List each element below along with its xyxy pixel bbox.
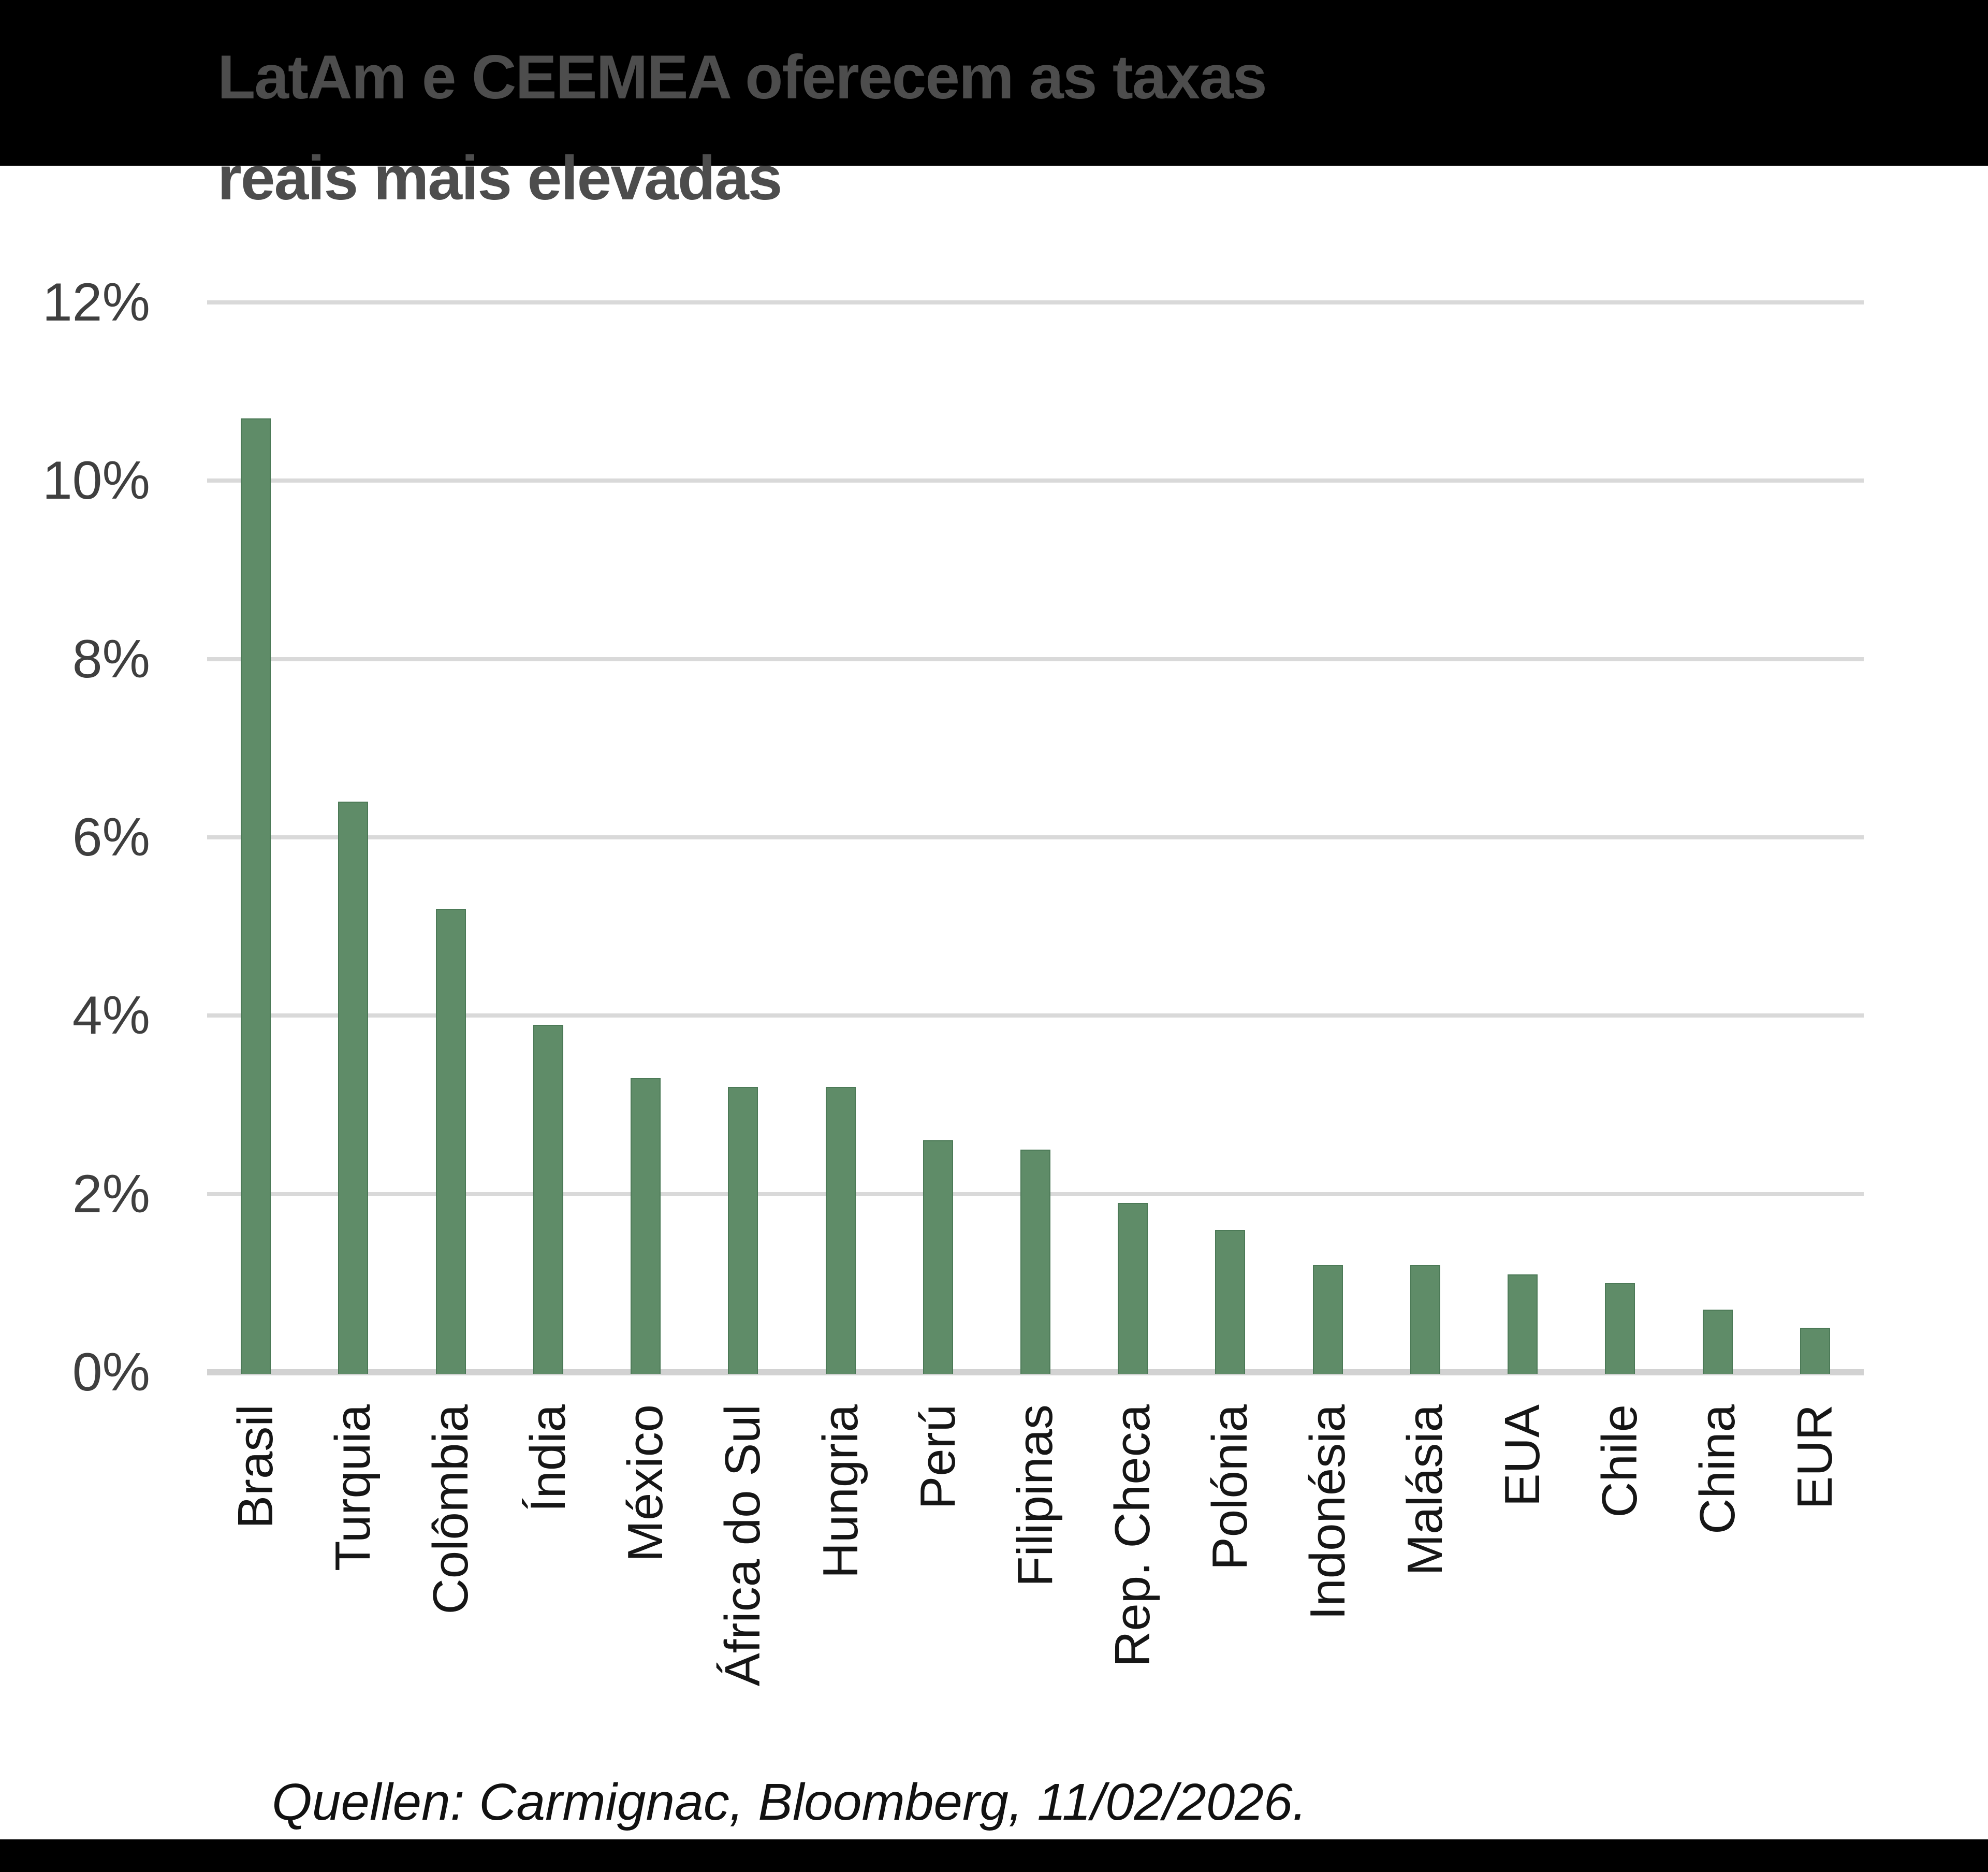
gridline-6pct bbox=[207, 835, 1864, 839]
bar-eur bbox=[1800, 1327, 1830, 1374]
bar-colombia bbox=[435, 908, 466, 1374]
top-black-band bbox=[0, 0, 1988, 166]
bottom-black-band bbox=[0, 1839, 1988, 1872]
chart-title-line1: LatAm e CEEMEA oferecem as taxas bbox=[217, 42, 1267, 112]
bar-turquia bbox=[338, 802, 369, 1374]
bar-rep-checa bbox=[1118, 1202, 1148, 1374]
y-axis-tick-label-8pct: 8% bbox=[72, 629, 150, 689]
bar-chile bbox=[1605, 1283, 1635, 1374]
gridline-8pct bbox=[207, 657, 1864, 661]
x-axis-label-mexico: México bbox=[618, 1404, 674, 1562]
gridline-10pct bbox=[207, 478, 1864, 483]
y-axis-tick-label-12pct: 12% bbox=[42, 272, 150, 332]
bar-malasia bbox=[1410, 1265, 1440, 1374]
bar-hungria bbox=[825, 1087, 856, 1374]
source-caption: Quellen: Carmignac, Bloomberg, 11/02/202… bbox=[272, 1773, 1307, 1831]
bar-eua bbox=[1508, 1274, 1538, 1374]
x-axis-label-turquia: Turquia bbox=[325, 1404, 381, 1571]
x-axis-label-africa-do-sul: África do Sul bbox=[715, 1404, 771, 1687]
y-axis-tick-label-6pct: 6% bbox=[72, 807, 150, 867]
x-axis-label-filipinas: Filipinas bbox=[1007, 1404, 1063, 1587]
bar-africa-do-sul bbox=[728, 1087, 758, 1374]
x-axis-label-hungria: Hungria bbox=[812, 1404, 868, 1579]
bar-mexico bbox=[631, 1078, 661, 1374]
bar-peru bbox=[923, 1140, 953, 1374]
chart-title-line2: reais mais elevadas bbox=[217, 143, 783, 213]
x-axis-label-eua: EUA bbox=[1495, 1404, 1551, 1507]
gridline-4pct bbox=[207, 1013, 1864, 1018]
x-axis-label-eur: EUR bbox=[1787, 1404, 1843, 1510]
x-axis-label-china: China bbox=[1689, 1404, 1745, 1534]
bar-china bbox=[1702, 1310, 1733, 1374]
y-axis-tick-label-0pct: 0% bbox=[72, 1342, 150, 1402]
bar-indonesia bbox=[1312, 1265, 1343, 1374]
x-axis-label-brasil: Brasil bbox=[228, 1404, 284, 1529]
gridline-12pct bbox=[207, 300, 1864, 304]
y-axis-tick-label-2pct: 2% bbox=[72, 1164, 150, 1224]
x-axis-label-peru: Perú bbox=[910, 1404, 966, 1510]
x-axis-label-colombia: Colômbia bbox=[422, 1404, 478, 1615]
bar-brasil bbox=[241, 418, 271, 1374]
chart-title: LatAm e CEEMEA oferecem as taxas reais m… bbox=[217, 27, 1267, 229]
y-axis-tick-label-10pct: 10% bbox=[42, 451, 150, 511]
bar-india bbox=[533, 1024, 563, 1374]
x-axis-label-chile: Chile bbox=[1592, 1404, 1648, 1518]
bar-filipinas bbox=[1020, 1149, 1050, 1374]
x-axis-label-rep-checa: Rep. Checa bbox=[1105, 1404, 1161, 1667]
bar-polonia bbox=[1215, 1229, 1246, 1374]
x-axis-label-malasia: Malásia bbox=[1397, 1404, 1453, 1576]
x-axis-label-polonia: Polónia bbox=[1202, 1404, 1258, 1571]
y-axis-tick-label-4pct: 4% bbox=[72, 985, 150, 1046]
x-axis-label-india: Índia bbox=[520, 1404, 576, 1513]
x-axis-label-indonesia: Indonésia bbox=[1299, 1404, 1355, 1620]
